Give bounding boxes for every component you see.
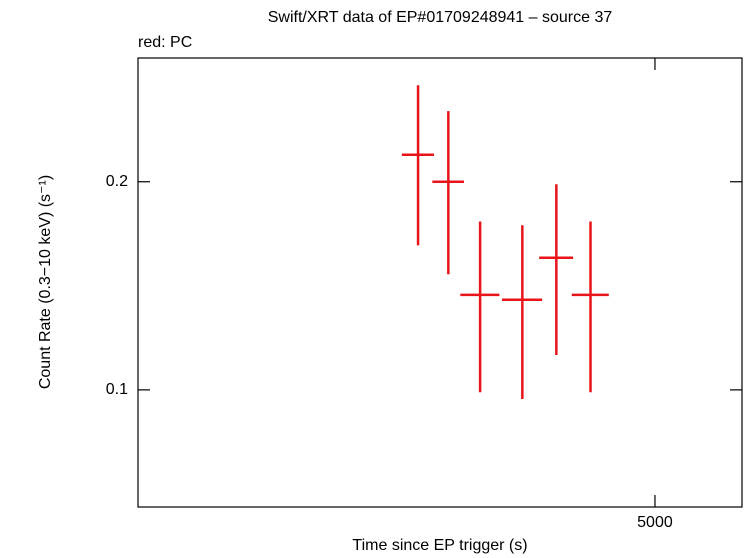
plot-frame <box>137 57 743 508</box>
y-axis-label: Count Rate (0.3−10 keV) (s⁻¹) <box>37 175 54 389</box>
y-tick-label: 0.1 <box>106 381 128 398</box>
x-axis-label: Time since EP trigger (s) <box>352 537 527 554</box>
chart-title: Swift/XRT data of EP#01709248941 – sourc… <box>268 9 613 26</box>
x-tick-label: 5000 <box>637 514 673 531</box>
chart-subtitle: red: PC <box>138 34 192 51</box>
y-tick-label: 0.2 <box>106 173 128 190</box>
